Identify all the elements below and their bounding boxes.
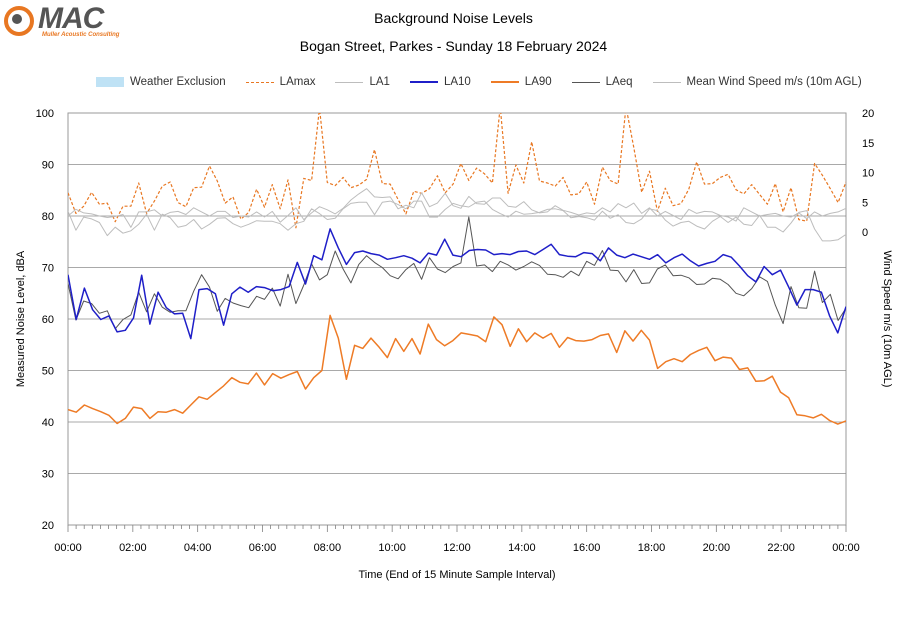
logo-text: MAC (38, 2, 104, 35)
x-tick-label: 14:00 (508, 542, 536, 554)
y2-tick-label: 20 (862, 108, 874, 120)
x-tick-label: 18:00 (638, 542, 666, 554)
chart-subtitle: Bogan Street, Parkes - Sunday 18 Februar… (299, 38, 608, 54)
y2-tick-label: 5 (862, 197, 868, 209)
logo-subtitle: Muller Acoustic Consulting (42, 32, 120, 38)
legend-item-la10: LA10 (409, 76, 471, 88)
logo-ring-icon (4, 6, 34, 36)
y-tick-label: 50 (42, 366, 54, 378)
legend-label-la90: LA90 (524, 76, 552, 88)
y-tick-label: 20 (42, 520, 54, 532)
chart-legend: Weather Exclusion LAmax LA1 LA10 LA90 LAeq Mea… (96, 74, 882, 90)
series-line-laeq (68, 216, 846, 330)
legend-label-la1: LA1 (369, 76, 390, 88)
legend-swatch-la90 (490, 81, 519, 83)
x-tick-label: 00:00 (54, 542, 82, 554)
y-tick-label: 100 (36, 108, 54, 120)
series-line-wind (68, 200, 846, 242)
y-tick-label: 30 (42, 469, 54, 481)
y-tick-label: 60 (42, 314, 54, 326)
x-tick-label: 16:00 (573, 542, 601, 554)
y2-tick-label: 0 (862, 227, 868, 239)
series-line-la10 (68, 228, 846, 340)
legend-item-la90: LA90 (490, 76, 552, 88)
legend-item-weather: Weather Exclusion (96, 76, 226, 88)
legend-swatch-la10 (409, 81, 438, 83)
legend-swatch-wind (652, 81, 681, 83)
x-tick-label: 12:00 (443, 542, 471, 554)
legend-label-wind: Mean Wind Speed m/s (10m AGL) (686, 76, 862, 88)
legend-swatch-la1 (335, 81, 364, 83)
series-line-la90 (68, 314, 846, 425)
x-tick-label: 22:00 (767, 542, 795, 554)
y2-tick-label: 10 (862, 168, 874, 180)
legend-label-laeq: LAeq (605, 76, 633, 88)
y-tick-label: 80 (42, 211, 54, 223)
y-tick-label: 40 (42, 417, 54, 429)
mac-logo: MAC Muller Acoustic Consulting (2, 2, 122, 46)
y2-axis-title: Wind Speed m/s (10m AGL) (881, 251, 893, 388)
legend-item-laeq: LAeq (571, 76, 633, 88)
legend-swatch-weather (96, 77, 124, 87)
x-tick-label: 00:00 (832, 542, 860, 554)
y-axis-title: Measured Noise Level, dBA (15, 250, 27, 387)
y2-tick-label: 15 (862, 138, 874, 150)
legend-item-lamax: LAmax (245, 76, 316, 88)
x-tick-label: 02:00 (119, 542, 147, 554)
series-line-la1 (68, 188, 846, 228)
legend-item-la1: LA1 (335, 76, 390, 88)
legend-label-lamax: LAmax (279, 76, 316, 88)
logo-dot-icon (12, 14, 22, 24)
x-tick-label: 20:00 (703, 542, 731, 554)
x-tick-label: 10:00 (378, 542, 406, 554)
legend-swatch-lamax (245, 81, 274, 83)
x-tick-label: 04:00 (184, 542, 212, 554)
y-tick-label: 70 (42, 263, 54, 275)
series-line-lamax (68, 113, 846, 229)
y-tick-label: 90 (42, 160, 54, 172)
legend-label-weather: Weather Exclusion (130, 76, 226, 88)
x-tick-label: 06:00 (249, 542, 277, 554)
legend-item-wind: Mean Wind Speed m/s (10m AGL) (652, 76, 862, 88)
chart-title: Background Noise Levels (374, 10, 533, 26)
legend-label-la10: LA10 (443, 76, 471, 88)
x-tick-label: 08:00 (314, 542, 342, 554)
x-axis-title: Time (End of 15 Minute Sample Interval) (358, 569, 555, 581)
legend-swatch-laeq (571, 81, 600, 83)
